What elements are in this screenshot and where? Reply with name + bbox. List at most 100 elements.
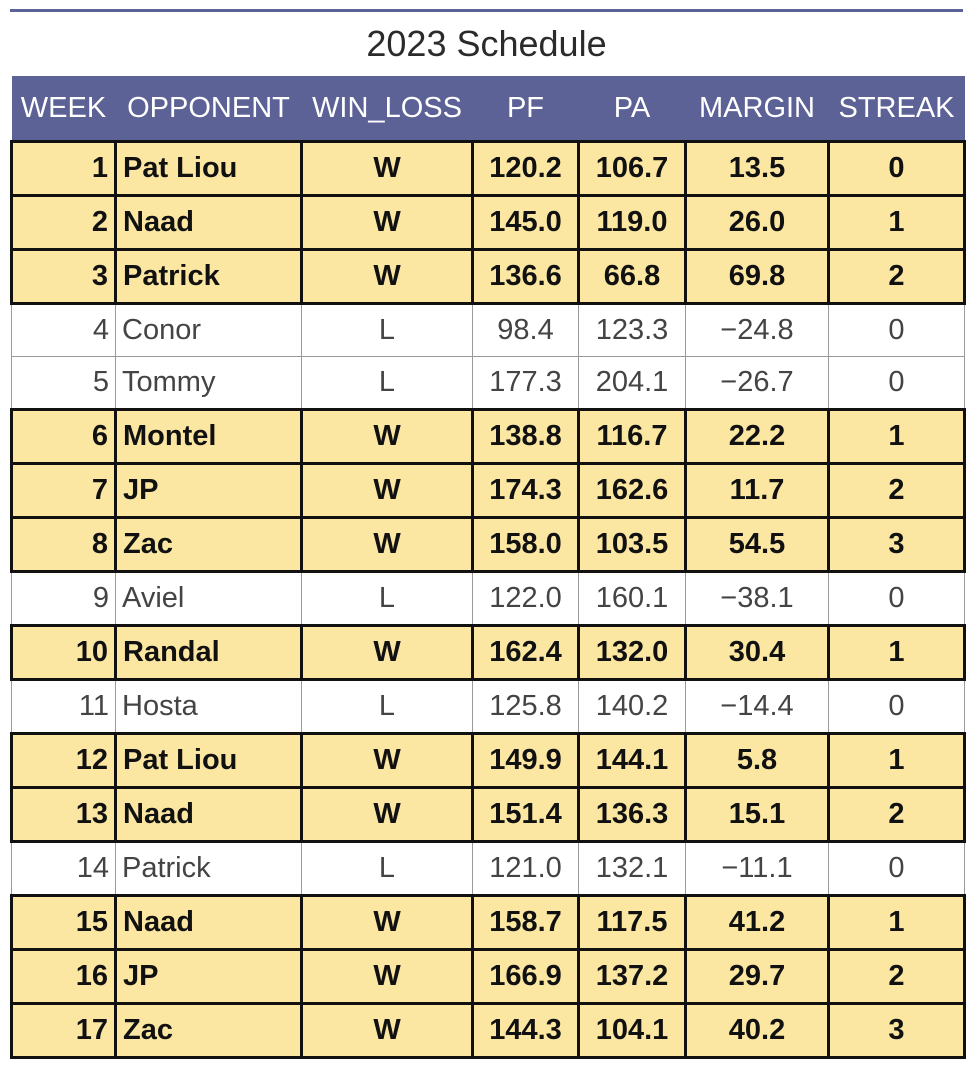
- cell-week: 14: [11, 841, 116, 896]
- title-rule: [10, 9, 963, 12]
- cell-opponent: Randal: [114, 624, 303, 681]
- table-row: 11 Hosta L 125.8 140.2 −14.4 0: [11, 679, 965, 734]
- table-row: 2 Naad W 145.0 119.0 26.0 1: [10, 194, 966, 251]
- cell-streak: 2: [827, 948, 966, 1005]
- table-row: 9 Aviel L 122.0 160.1 −38.1 0: [11, 571, 965, 626]
- cell-opponent: Naad: [114, 894, 303, 951]
- cell-margin: 41.2: [684, 894, 830, 951]
- table-row: 6 Montel W 138.8 116.7 22.2 1: [10, 408, 966, 465]
- cell-margin: 54.5: [684, 516, 830, 573]
- cell-margin: −11.1: [685, 841, 829, 896]
- cell-opponent: Montel: [114, 408, 303, 465]
- cell-pa: 137.2: [577, 948, 687, 1005]
- cell-pa: 117.5: [577, 894, 687, 951]
- cell-margin: 29.7: [684, 948, 830, 1005]
- cell-pa: 104.1: [577, 1002, 687, 1059]
- schedule-body: 1 Pat Liou W 120.2 106.7 13.5 0 2 Naad W 145.0 119.…: [10, 140, 966, 1059]
- column-header-opponent: OPPONENT: [115, 76, 302, 142]
- cell-streak: 0: [828, 571, 965, 626]
- cell-win-loss: W: [300, 732, 474, 789]
- cell-week: 2: [10, 194, 117, 251]
- cell-streak: 3: [827, 516, 966, 573]
- cell-win-loss: W: [300, 408, 474, 465]
- cell-pa: 116.7: [577, 408, 687, 465]
- cell-win-loss: W: [300, 194, 474, 251]
- cell-pf: 121.0: [472, 841, 579, 896]
- table-row: 8 Zac W 158.0 103.5 54.5 3: [10, 516, 966, 573]
- cell-week: 13: [10, 786, 117, 843]
- cell-week: 11: [11, 679, 116, 734]
- cell-week: 15: [10, 894, 117, 951]
- cell-opponent: Conor: [115, 303, 302, 357]
- table-row: 15 Naad W 158.7 117.5 41.2 1: [10, 894, 966, 951]
- cell-margin: 40.2: [684, 1002, 830, 1059]
- cell-pf: 122.0: [472, 571, 579, 626]
- cell-pa: 136.3: [577, 786, 687, 843]
- column-header-margin: MARGIN: [685, 76, 829, 142]
- cell-margin: −24.8: [685, 303, 829, 357]
- table-row: 5 Tommy L 177.3 204.1 −26.7 0: [11, 356, 965, 410]
- cell-win-loss: W: [300, 140, 474, 197]
- cell-pa: 132.1: [578, 841, 686, 896]
- cell-streak: 1: [827, 732, 966, 789]
- cell-opponent: Naad: [114, 194, 303, 251]
- table-row: 7 JP W 174.3 162.6 11.7 2: [10, 462, 966, 519]
- cell-week: 8: [10, 516, 117, 573]
- column-header-week: WEEK: [11, 76, 116, 142]
- cell-margin: 26.0: [684, 194, 830, 251]
- table-row: 12 Pat Liou W 149.9 144.1 5.8 1: [10, 732, 966, 789]
- column-header-win-loss: WIN_LOSS: [301, 76, 473, 142]
- cell-margin: 30.4: [684, 624, 830, 681]
- cell-win-loss: L: [301, 841, 473, 896]
- cell-streak: 2: [827, 462, 966, 519]
- cell-margin: −14.4: [685, 679, 829, 734]
- cell-pa: 160.1: [578, 571, 686, 626]
- cell-opponent: Zac: [114, 516, 303, 573]
- cell-week: 1: [10, 140, 117, 197]
- cell-opponent: Patrick: [115, 841, 302, 896]
- cell-win-loss: W: [300, 1002, 474, 1059]
- cell-streak: 0: [827, 140, 966, 197]
- cell-week: 5: [11, 356, 116, 410]
- cell-week: 6: [10, 408, 117, 465]
- cell-pf: 158.7: [471, 894, 580, 951]
- cell-win-loss: W: [300, 948, 474, 1005]
- table-row: 17 Zac W 144.3 104.1 40.2 3: [10, 1002, 966, 1059]
- cell-pa: 103.5: [577, 516, 687, 573]
- cell-streak: 0: [828, 303, 965, 357]
- cell-streak: 0: [828, 356, 965, 410]
- cell-opponent: Patrick: [114, 248, 303, 305]
- table-row: 13 Naad W 151.4 136.3 15.1 2: [10, 786, 966, 843]
- cell-opponent: Tommy: [115, 356, 302, 410]
- column-header-streak: STREAK: [828, 76, 965, 142]
- cell-opponent: Naad: [114, 786, 303, 843]
- table-row: 14 Patrick L 121.0 132.1 −11.1 0: [11, 841, 965, 896]
- cell-week: 9: [11, 571, 116, 626]
- cell-week: 3: [10, 248, 117, 305]
- cell-win-loss: W: [300, 624, 474, 681]
- cell-week: 16: [10, 948, 117, 1005]
- cell-week: 12: [10, 732, 117, 789]
- cell-pa: 204.1: [578, 356, 686, 410]
- cell-streak: 0: [828, 841, 965, 896]
- cell-pf: 151.4: [471, 786, 580, 843]
- cell-pf: 136.6: [471, 248, 580, 305]
- cell-pf: 98.4: [472, 303, 579, 357]
- cell-opponent: JP: [114, 462, 303, 519]
- cell-week: 10: [10, 624, 117, 681]
- cell-pf: 162.4: [471, 624, 580, 681]
- cell-streak: 3: [827, 1002, 966, 1059]
- cell-opponent: Pat Liou: [114, 732, 303, 789]
- column-header-pf: PF: [472, 76, 579, 142]
- cell-margin: 5.8: [684, 732, 830, 789]
- cell-win-loss: L: [301, 356, 473, 410]
- cell-pa: 140.2: [578, 679, 686, 734]
- cell-margin: 69.8: [684, 248, 830, 305]
- cell-win-loss: W: [300, 516, 474, 573]
- cell-streak: 0: [828, 679, 965, 734]
- cell-streak: 2: [827, 248, 966, 305]
- cell-opponent: JP: [114, 948, 303, 1005]
- column-header-pa: PA: [578, 76, 686, 142]
- cell-streak: 1: [827, 624, 966, 681]
- cell-margin: −38.1: [685, 571, 829, 626]
